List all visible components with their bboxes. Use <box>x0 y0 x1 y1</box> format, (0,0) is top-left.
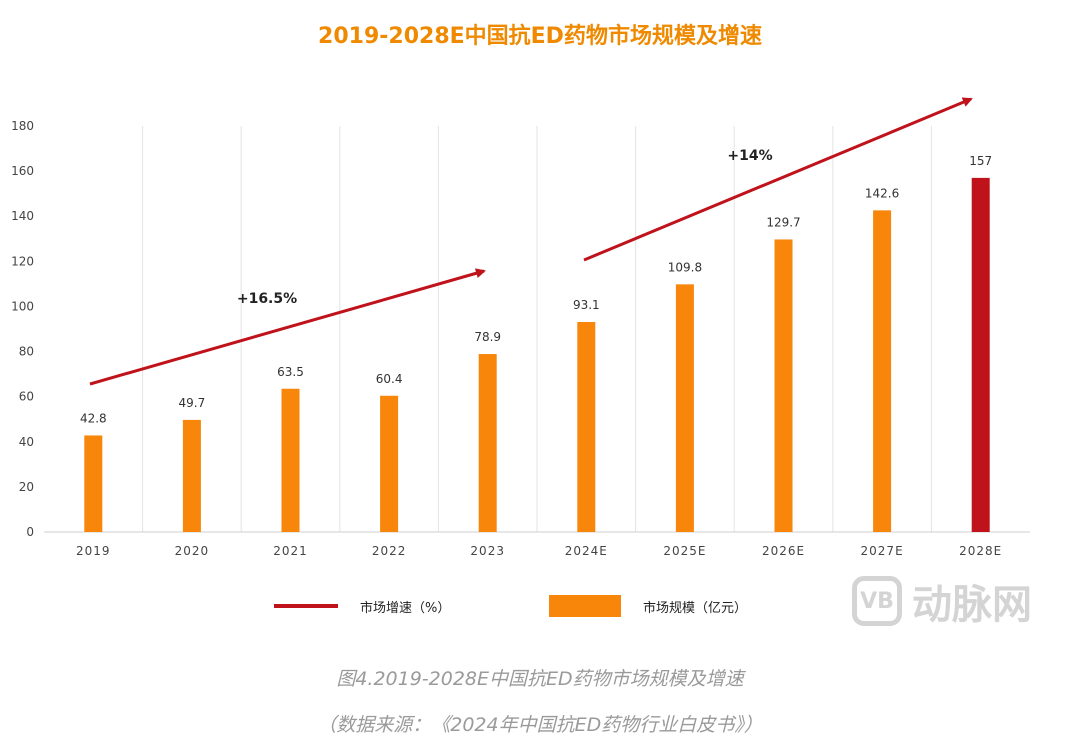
x-tick-label: 2026E <box>762 544 805 558</box>
y-tick-label: 20 <box>19 480 34 494</box>
bar-chart: 0 20 40 60 80 100 120 140 160 180 42.8 2019 49.7 202… <box>11 97 1030 558</box>
data-label: 129.7 <box>766 215 800 229</box>
bar <box>577 322 596 532</box>
growth-label: +14% <box>727 148 772 164</box>
x-tick-label: 2025E <box>663 544 706 558</box>
y-tick-label: 100 <box>11 299 34 313</box>
y-tick-label: 180 <box>11 119 34 133</box>
x-tick-label: 2019 <box>76 544 111 558</box>
x-tick-label: 2024E <box>565 544 608 558</box>
y-tick-label: 140 <box>11 209 34 223</box>
data-label: 78.9 <box>474 330 501 344</box>
data-label: 142.6 <box>865 186 899 200</box>
figure-caption: 图4.2019-2028E中国抗ED药物市场规模及增速 <box>336 668 744 690</box>
legend-label-size: 市场规模（亿元） <box>643 600 748 616</box>
bar <box>675 284 694 532</box>
watermark-text: 动脉网 <box>912 582 1032 628</box>
legend-bar-swatch <box>549 595 621 617</box>
x-tick-label: 2028E <box>959 544 1002 558</box>
data-label: 157 <box>969 154 992 168</box>
legend-label-growth: 市场增速（%） <box>360 600 451 616</box>
bar <box>380 395 399 532</box>
data-label: 42.8 <box>80 411 107 425</box>
y-tick-label: 40 <box>19 435 34 449</box>
bar <box>281 388 300 532</box>
y-tick-label: 60 <box>19 390 34 404</box>
y-tick-label: 120 <box>11 254 34 268</box>
x-tick-label: 2021 <box>273 544 308 558</box>
chart-title: 2019-2028E中国抗ED药物市场规模及增速 <box>318 24 762 49</box>
y-tick-label: 80 <box>19 345 34 359</box>
bar <box>478 354 497 532</box>
chart-legend: 市场增速（%） 市场规模（亿元） <box>0 592 1080 622</box>
bar <box>971 177 990 532</box>
watermark: VB 动脉网 <box>852 572 1032 630</box>
legend-item-size: 市场规模（亿元） <box>549 592 747 620</box>
bar <box>873 210 892 532</box>
legend-line-swatch <box>274 604 338 608</box>
data-label: 109.8 <box>668 260 702 274</box>
bar <box>774 239 793 532</box>
source-caption: （数据来源：《2024年中国抗ED药物行业白皮书》） <box>317 714 763 736</box>
y-tick-label: 160 <box>11 164 34 178</box>
legend-item-growth: 市场增速（%） <box>274 592 450 620</box>
x-tick-label: 2020 <box>175 544 210 558</box>
bar <box>182 419 201 532</box>
x-tick-label: 2027E <box>861 544 904 558</box>
data-label: 49.7 <box>179 396 206 410</box>
x-tick-label: 2022 <box>372 544 407 558</box>
growth-arrow <box>89 268 486 386</box>
data-label: 93.1 <box>573 298 600 312</box>
y-tick-label: 0 <box>26 525 34 539</box>
bar <box>84 435 103 532</box>
watermark-logo-icon: VB <box>852 576 902 626</box>
growth-label: +16.5% <box>237 291 297 307</box>
data-label: 63.5 <box>277 365 304 379</box>
growth-arrow <box>583 97 973 262</box>
data-label: 60.4 <box>376 372 403 386</box>
x-tick-label: 2023 <box>470 544 505 558</box>
